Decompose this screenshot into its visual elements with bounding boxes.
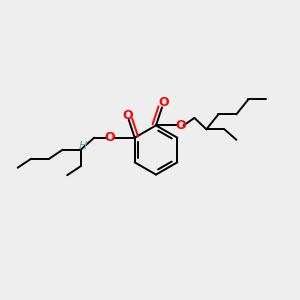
Text: O: O [104, 131, 115, 144]
Text: O: O [176, 119, 186, 132]
Text: H: H [79, 141, 87, 151]
Text: O: O [122, 109, 133, 122]
Text: O: O [158, 96, 169, 110]
